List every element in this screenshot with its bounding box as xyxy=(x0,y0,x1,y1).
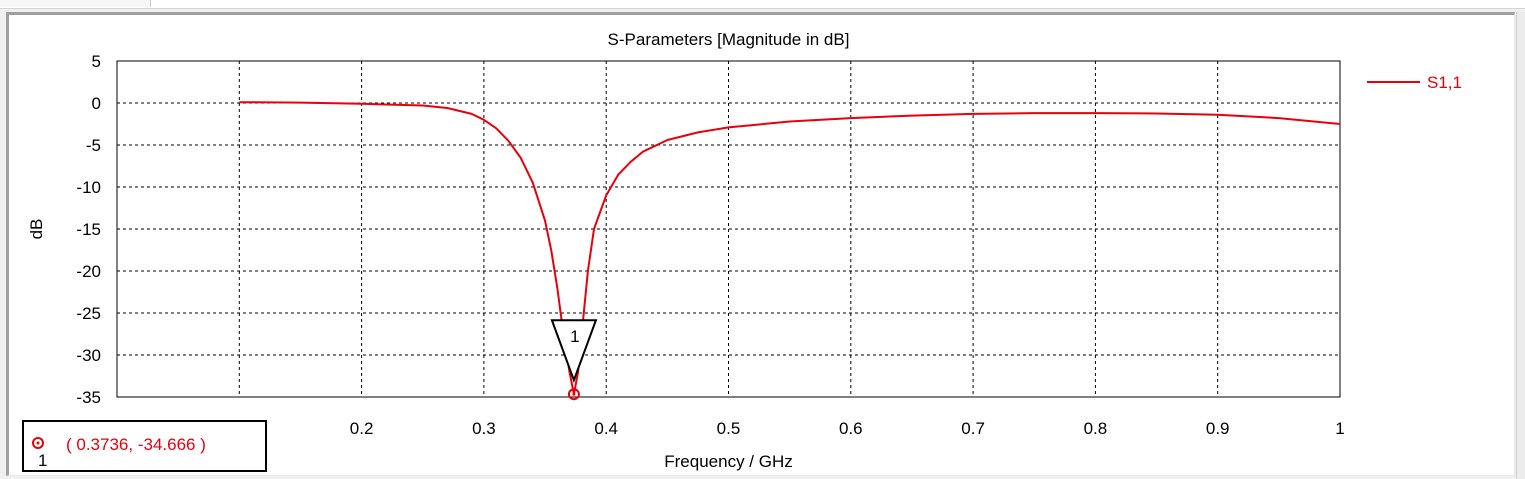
window-top-strip xyxy=(0,0,1525,9)
right-scrollbar[interactable] xyxy=(1516,12,1525,479)
grid xyxy=(117,61,1340,397)
tab-edge[interactable] xyxy=(0,0,151,7)
series-line-0 xyxy=(239,101,1341,396)
x-tick-label: 0.3 xyxy=(472,419,496,438)
readout-value: ( 0.3736, -34.666 ) xyxy=(66,435,206,454)
y-tick-label: -5 xyxy=(86,136,101,155)
marker-circle-icon xyxy=(32,437,44,449)
y-tick-label: -35 xyxy=(76,388,101,407)
x-tick-label: 0.9 xyxy=(1206,419,1230,438)
readout-marker-number: 1 xyxy=(38,451,47,470)
y-tick-label: -20 xyxy=(76,262,101,281)
marker-dot-icon xyxy=(36,441,40,445)
x-axis-label: Frequency / GHz xyxy=(664,452,793,471)
y-tick-label: 0 xyxy=(92,94,101,113)
y-tick-label: -15 xyxy=(76,220,101,239)
series-layer xyxy=(239,101,1341,396)
y-tick-labels: 5 0 -5 -10 -15 -20 -25 -30 -35 xyxy=(76,52,101,407)
x-tick-label: 0.8 xyxy=(1084,419,1108,438)
marker-readout-box[interactable]: 1 ( 0.3736, -34.666 ) xyxy=(22,420,267,472)
chart-title: S-Parameters [Magnitude in dB] xyxy=(608,30,850,49)
marker-label: 1 xyxy=(570,327,579,346)
legend[interactable]: S1,1 xyxy=(1367,73,1462,92)
y-tick-label: -30 xyxy=(76,346,101,365)
x-tick-label: 0.7 xyxy=(961,419,985,438)
y-tick-label: -25 xyxy=(76,304,101,323)
marker-layer: 1 xyxy=(550,319,598,401)
plot-area-border xyxy=(116,60,1341,398)
marker-point-0 xyxy=(567,388,580,401)
x-tick-label: 1 xyxy=(1335,419,1344,438)
y-tick-label: -10 xyxy=(76,178,101,197)
readout-box-frame xyxy=(22,420,267,472)
x-tick-labels: 00.10.20.30.40.50.60.70.80.91 xyxy=(112,419,1344,438)
marker-triangle-0 xyxy=(550,319,598,384)
plot-frame xyxy=(6,12,1515,476)
marker-point-center-0 xyxy=(572,392,576,396)
x-tick-label: 0.2 xyxy=(350,419,374,438)
y-axis-label: dB xyxy=(27,219,46,240)
legend-label-s11: S1,1 xyxy=(1427,73,1462,92)
x-tick-label: 0.4 xyxy=(594,419,618,438)
x-tick-label: 0.6 xyxy=(839,419,863,438)
y-tick-label: 5 xyxy=(92,52,101,71)
x-tick-label: 0.5 xyxy=(717,419,741,438)
